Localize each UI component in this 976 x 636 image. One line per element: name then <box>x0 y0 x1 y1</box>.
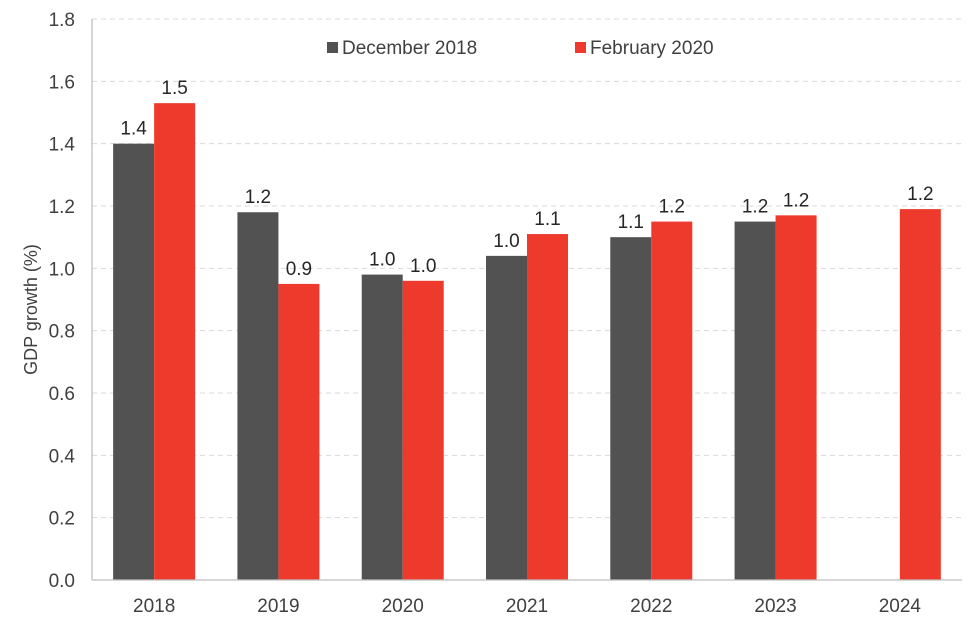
y-tick-label: 0.8 <box>49 322 75 343</box>
bar <box>527 234 568 581</box>
x-tick-label: 2021 <box>506 596 548 617</box>
data-label: 1.2 <box>783 190 809 211</box>
data-labels: 1.4 1.5 1.2 0.9 1.0 1.0 1.0 1.1 1.1 1.2 1.2 1.2 1.2 <box>120 78 933 280</box>
x-tick-label: 2018 <box>133 596 175 617</box>
y-tick-label: 1.4 <box>49 135 76 156</box>
bar <box>278 283 320 580</box>
y-axis-ticks: 0.0 0.2 0.4 0.6 0.8 1.0 1.2 1.4 1.6 1.8 <box>49 10 76 592</box>
legend-swatch <box>575 42 586 53</box>
data-label: 1.4 <box>120 119 147 140</box>
bars <box>113 103 941 581</box>
bar <box>361 274 403 580</box>
y-tick-label: 1.6 <box>49 72 75 93</box>
legend: December 2018 February 2020 <box>327 38 714 59</box>
bar <box>486 255 527 580</box>
data-label: 1.2 <box>245 187 271 208</box>
data-label: 1.1 <box>534 209 560 230</box>
legend-label: February 2020 <box>590 38 714 59</box>
data-label: 0.9 <box>286 259 312 280</box>
data-label: 1.2 <box>742 197 768 218</box>
y-tick-label: 1.8 <box>49 10 75 31</box>
legend-swatch <box>327 42 338 53</box>
y-tick-label: 0.4 <box>49 446 76 467</box>
y-tick-label: 1.0 <box>49 259 75 280</box>
data-label: 1.1 <box>618 212 644 233</box>
x-tick-label: 2024 <box>879 596 922 617</box>
bar <box>402 280 444 580</box>
x-tick-label: 2019 <box>257 596 299 617</box>
data-label: 1.0 <box>410 256 436 277</box>
data-label: 1.5 <box>161 78 187 99</box>
x-tick-label: 2023 <box>754 596 796 617</box>
x-tick-label: 2020 <box>382 596 424 617</box>
bar <box>610 237 652 580</box>
y-tick-label: 0.6 <box>49 384 75 405</box>
y-tick-label: 0.0 <box>49 571 75 592</box>
data-label: 1.2 <box>659 197 685 218</box>
x-tick-label: 2022 <box>630 596 672 617</box>
x-axis-ticks: 2018 2019 2020 2021 2022 2023 2024 <box>133 596 921 617</box>
bar <box>113 143 155 580</box>
data-label: 1.0 <box>369 250 395 271</box>
data-label: 1.0 <box>493 231 519 252</box>
bar <box>651 221 693 581</box>
data-label: 1.2 <box>907 184 933 205</box>
bar <box>775 215 817 580</box>
y-tick-label: 1.2 <box>49 197 75 218</box>
bar <box>899 209 941 580</box>
bar <box>734 221 776 581</box>
y-tick-label: 0.2 <box>49 509 75 530</box>
legend-label: December 2018 <box>342 38 477 59</box>
bar <box>237 212 279 580</box>
bar <box>154 103 196 581</box>
y-axis-title: GDP growth (%) <box>21 244 41 375</box>
